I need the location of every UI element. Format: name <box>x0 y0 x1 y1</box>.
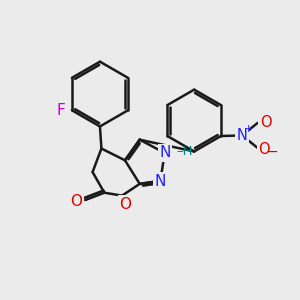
Text: N: N <box>237 128 248 143</box>
Text: +: + <box>243 124 253 134</box>
Text: −: − <box>267 145 279 159</box>
Text: –H: –H <box>176 145 192 158</box>
Text: N: N <box>154 174 166 189</box>
Text: N: N <box>159 146 170 160</box>
Text: O: O <box>70 194 83 209</box>
Text: O: O <box>260 115 272 130</box>
Text: O: O <box>120 197 132 212</box>
Text: O: O <box>258 142 270 157</box>
Text: F: F <box>56 103 65 118</box>
